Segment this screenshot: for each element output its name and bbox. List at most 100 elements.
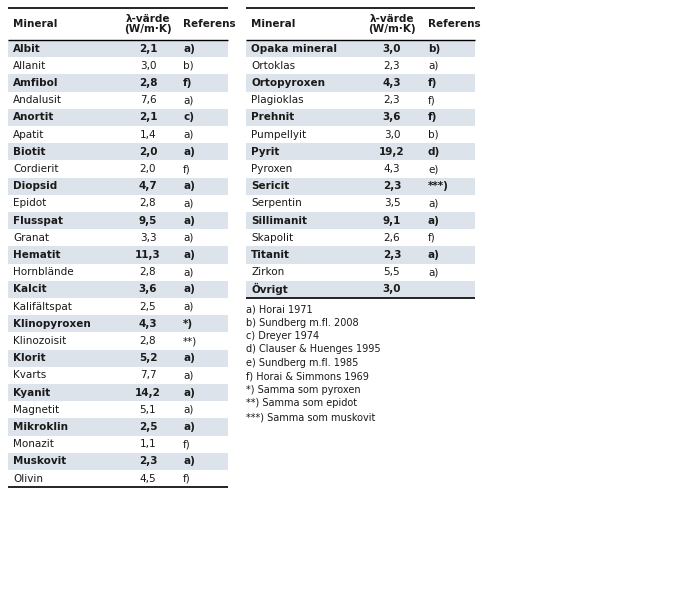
- Bar: [8, 109, 228, 126]
- Text: e) Sundberg m.fl. 1985: e) Sundberg m.fl. 1985: [246, 358, 358, 368]
- Text: a): a): [183, 216, 195, 226]
- Text: Hematit: Hematit: [13, 250, 60, 260]
- Text: Zirkon: Zirkon: [251, 267, 284, 277]
- Text: a): a): [183, 250, 195, 260]
- Bar: [246, 178, 475, 195]
- Text: Opaka mineral: Opaka mineral: [251, 43, 337, 53]
- Text: e): e): [428, 164, 438, 174]
- Bar: [8, 453, 228, 470]
- Bar: [8, 401, 228, 418]
- Text: Anortit: Anortit: [13, 112, 54, 122]
- Text: 4,5: 4,5: [140, 473, 156, 484]
- Bar: [246, 109, 475, 126]
- Text: (W/m·K): (W/m·K): [124, 24, 172, 34]
- Text: f): f): [428, 78, 438, 88]
- Text: 3,0: 3,0: [383, 129, 400, 140]
- Text: Allanit: Allanit: [13, 61, 46, 71]
- Text: λ-värde: λ-värde: [126, 14, 170, 24]
- Text: a): a): [183, 422, 195, 432]
- Text: a): a): [183, 285, 195, 295]
- Text: a): a): [183, 43, 195, 53]
- Text: 2,3: 2,3: [383, 181, 401, 191]
- Text: (W/m·K): (W/m·K): [368, 24, 416, 34]
- Bar: [8, 298, 228, 315]
- Text: Mineral: Mineral: [251, 19, 296, 29]
- Text: 2,3: 2,3: [383, 95, 401, 105]
- Text: b) Sundberg m.fl. 2008: b) Sundberg m.fl. 2008: [246, 318, 359, 327]
- Text: 1,4: 1,4: [140, 129, 156, 140]
- Text: Epidot: Epidot: [13, 198, 46, 208]
- Text: 7,6: 7,6: [140, 95, 156, 105]
- Text: 2,3: 2,3: [139, 456, 157, 466]
- Text: 5,5: 5,5: [383, 267, 401, 277]
- Text: 4,3: 4,3: [383, 78, 401, 88]
- Text: b): b): [428, 43, 440, 53]
- Text: 4,3: 4,3: [139, 319, 157, 329]
- Text: 4,7: 4,7: [139, 181, 157, 191]
- Bar: [8, 418, 228, 435]
- Text: f): f): [428, 233, 436, 243]
- Text: 5,2: 5,2: [139, 353, 157, 363]
- Text: Diopsid: Diopsid: [13, 181, 57, 191]
- Bar: [246, 143, 475, 160]
- Text: a): a): [183, 267, 193, 277]
- Bar: [8, 333, 228, 350]
- Text: Plagioklas: Plagioklas: [251, 95, 304, 105]
- Bar: [8, 384, 228, 401]
- Text: 1,1: 1,1: [140, 439, 156, 449]
- Bar: [246, 74, 475, 91]
- Bar: [8, 195, 228, 212]
- Text: λ-värde: λ-värde: [370, 14, 414, 24]
- Bar: [246, 40, 475, 57]
- Text: *): *): [183, 319, 193, 329]
- Text: 2,5: 2,5: [139, 422, 157, 432]
- Text: Flusspat: Flusspat: [13, 216, 63, 226]
- Text: Klinozoisit: Klinozoisit: [13, 336, 67, 346]
- Bar: [246, 281, 475, 298]
- Text: a): a): [183, 233, 193, 243]
- Bar: [8, 40, 228, 57]
- Text: Klinopyroxen: Klinopyroxen: [13, 319, 91, 329]
- Text: Amfibol: Amfibol: [13, 78, 58, 88]
- Text: a): a): [183, 198, 193, 208]
- Text: 2,8: 2,8: [140, 198, 156, 208]
- Bar: [8, 126, 228, 143]
- Text: f): f): [183, 78, 192, 88]
- Bar: [8, 143, 228, 160]
- Text: **): **): [183, 336, 198, 346]
- Text: a): a): [183, 371, 193, 380]
- Text: c): c): [183, 112, 194, 122]
- Text: Pyrit: Pyrit: [251, 147, 279, 157]
- Bar: [8, 367, 228, 384]
- Text: Hornblände: Hornblände: [13, 267, 73, 277]
- Bar: [8, 281, 228, 298]
- Text: 4,3: 4,3: [383, 164, 401, 174]
- Text: f): f): [428, 95, 436, 105]
- Text: c) Dreyer 1974: c) Dreyer 1974: [246, 331, 319, 341]
- Text: 2,5: 2,5: [140, 302, 156, 312]
- Bar: [8, 57, 228, 74]
- Bar: [8, 91, 228, 109]
- Text: 3,3: 3,3: [140, 233, 156, 243]
- Text: **) Samma som epidot: **) Samma som epidot: [246, 399, 357, 409]
- Text: Magnetit: Magnetit: [13, 405, 59, 415]
- Text: d) Clauser & Huenges 1995: d) Clauser & Huenges 1995: [246, 345, 381, 355]
- Text: 3,6: 3,6: [383, 112, 401, 122]
- Text: ***) Samma som muskovit: ***) Samma som muskovit: [246, 412, 375, 422]
- Text: b): b): [428, 129, 438, 140]
- Text: Albit: Albit: [13, 43, 40, 53]
- Text: Referens: Referens: [428, 19, 481, 29]
- Text: f): f): [183, 439, 191, 449]
- Text: f): f): [183, 473, 191, 484]
- Text: 11,3: 11,3: [135, 250, 161, 260]
- Text: 2,0: 2,0: [139, 147, 157, 157]
- Bar: [8, 247, 228, 264]
- Bar: [246, 126, 475, 143]
- Text: 2,1: 2,1: [139, 112, 157, 122]
- Text: 5,1: 5,1: [140, 405, 156, 415]
- Text: a): a): [183, 147, 195, 157]
- Bar: [8, 178, 228, 195]
- Text: Kalcit: Kalcit: [13, 285, 47, 295]
- Text: a): a): [183, 302, 193, 312]
- Bar: [246, 212, 475, 229]
